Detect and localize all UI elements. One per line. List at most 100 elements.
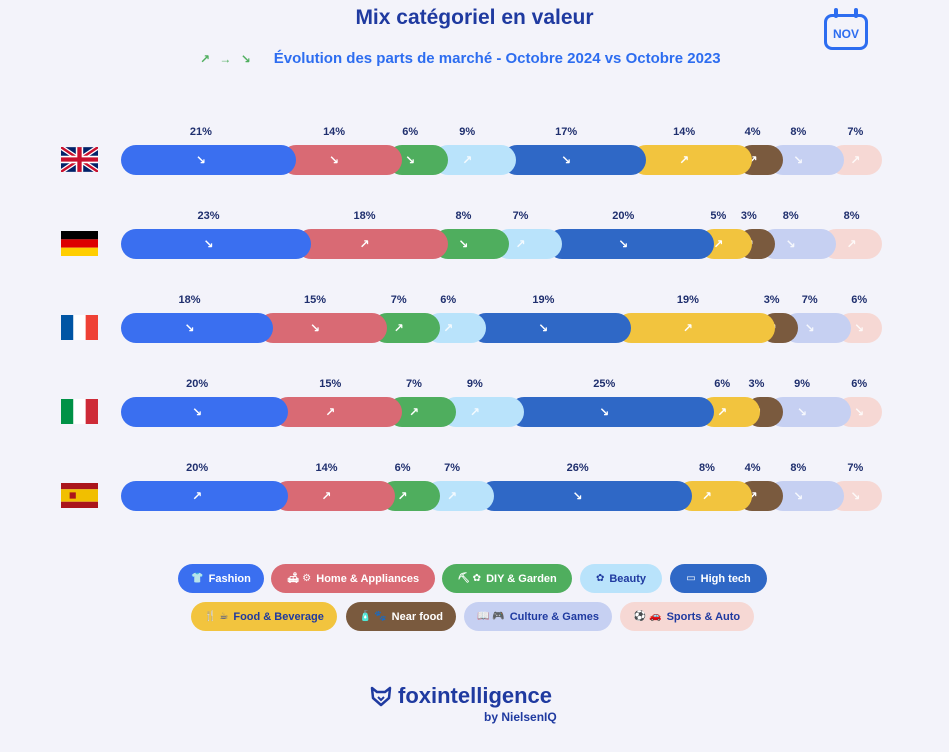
trend-arrow: ↘ bbox=[850, 489, 861, 503]
flag-uk-icon bbox=[61, 147, 98, 172]
data-label: 14% bbox=[323, 126, 346, 138]
data-label: 15% bbox=[319, 378, 342, 390]
chart-subtitle: ↗ → ↘ Évolution des parts de marché - Oc… bbox=[200, 50, 721, 67]
legend-item: 👕 Fashion bbox=[178, 564, 264, 593]
data-label: 3% bbox=[740, 210, 757, 222]
brand-byline: by NielsenIQ bbox=[484, 710, 557, 724]
brand-name: foxintelligence bbox=[398, 683, 553, 708]
bar-segment: ↗ bbox=[296, 229, 448, 259]
trend-arrow: ↘ bbox=[195, 153, 206, 167]
data-label: 6% bbox=[851, 378, 868, 390]
bar-segment: ↘ bbox=[433, 229, 509, 259]
bar-segment: ↘ bbox=[547, 229, 715, 259]
legend-category-icon: ⛏ ✿ bbox=[457, 573, 482, 584]
subtitle-text: Évolution des parts de marché - Octobre … bbox=[273, 50, 721, 67]
legend-item: ▭ High tech bbox=[670, 564, 767, 593]
data-label: 9% bbox=[459, 126, 476, 138]
trend-arrow: ↘ bbox=[854, 405, 865, 419]
data-label: 19% bbox=[676, 294, 699, 306]
trend-arrow: ↗ bbox=[393, 321, 404, 335]
legend-label: Culture & Games bbox=[509, 610, 599, 623]
data-label: 4% bbox=[744, 126, 761, 138]
trend-arrow: ↘ bbox=[785, 237, 796, 251]
trend-arrows-legend: ↗ → ↘ bbox=[200, 51, 254, 66]
data-label: 20% bbox=[612, 210, 635, 222]
data-label: 4% bbox=[744, 462, 761, 474]
legend-item: ⚽ 🚗 Sports & Auto bbox=[620, 602, 754, 631]
bar-segment: ↘ bbox=[121, 313, 273, 343]
trend-arrow: ↘ bbox=[561, 153, 572, 167]
data-label: 8% bbox=[699, 462, 715, 474]
trend-arrow: ↘ bbox=[804, 321, 815, 335]
trend-arrow: ↘ bbox=[797, 405, 808, 419]
data-label: 7% bbox=[444, 462, 460, 474]
legend-item: 🍴 ☕ Food & Beverage bbox=[191, 602, 337, 631]
trend-arrow: ↗ bbox=[325, 405, 336, 419]
trend-arrow: ↘ bbox=[192, 405, 203, 419]
data-label: 7% bbox=[801, 294, 818, 306]
bar-segment: ↘ bbox=[471, 313, 631, 343]
data-label: 14% bbox=[315, 462, 338, 474]
data-label: 5% bbox=[710, 210, 727, 222]
fox-icon bbox=[370, 686, 392, 707]
trend-arrow: ↗ bbox=[846, 237, 857, 251]
trend-arrow: ↗ bbox=[462, 153, 473, 167]
trend-arrow: ↗ bbox=[397, 489, 408, 503]
flag-es-icon bbox=[61, 483, 98, 508]
data-label: 8% bbox=[455, 210, 472, 222]
trend-arrow: ↗ bbox=[747, 489, 758, 503]
flag-de-icon bbox=[61, 231, 98, 256]
legend-label: Near food bbox=[391, 610, 444, 623]
trend-arrow: ↘ bbox=[618, 237, 629, 251]
trend-arrow: ↗ bbox=[443, 321, 454, 335]
trend-arrow: ↘ bbox=[405, 153, 416, 167]
legend-label: Home & Appliances bbox=[316, 572, 420, 585]
bar-row: ↗ ↘ ↗ ↗ ↘ ↗ ↘ ↘ ↘ bbox=[121, 145, 882, 175]
trend-arrow: ↗ bbox=[713, 237, 724, 251]
bar-segment: ↗ bbox=[273, 397, 403, 427]
bar-row: ↗↘↗↗↘↗↘↗↘ bbox=[121, 229, 882, 259]
trend-arrow: ↗ bbox=[192, 489, 203, 503]
data-label: 8% bbox=[790, 126, 807, 138]
data-label: 18% bbox=[353, 210, 376, 222]
bar-segment: ↗ bbox=[630, 145, 753, 175]
data-label: 8% bbox=[843, 210, 860, 222]
trend-arrow: ↘ bbox=[203, 237, 214, 251]
trend-arrow: ↘ bbox=[572, 489, 583, 503]
brand-logo: foxintelligence bbox=[370, 683, 552, 709]
bar-row: ↘↘↗↗↘↗↗↘↘ bbox=[121, 313, 882, 343]
legend-category-icon: 🍴 ☕ bbox=[204, 611, 229, 622]
trend-arrow: ↘ bbox=[184, 321, 195, 335]
legend-label: Sports & Auto bbox=[666, 610, 741, 623]
data-label: 7% bbox=[390, 294, 407, 306]
data-label: 7% bbox=[847, 126, 864, 138]
bar-segment: ↘ bbox=[257, 313, 388, 343]
data-label: 3% bbox=[763, 294, 780, 306]
legend-label: Food & Beverage bbox=[233, 610, 324, 623]
trend-arrow: ↗ bbox=[469, 405, 480, 419]
data-label: 17% bbox=[555, 126, 578, 138]
bar-row: ↘↘↗↗↘↗↗↗↘ bbox=[121, 397, 882, 427]
data-label: 7% bbox=[512, 210, 529, 222]
trend-arrow: ↘ bbox=[854, 321, 865, 335]
legend-category-icon: ▭ bbox=[686, 573, 696, 584]
legend-item: 🧴 🐾 Near food bbox=[346, 602, 456, 631]
data-label: 14% bbox=[673, 126, 696, 138]
legend-label: Fashion bbox=[208, 572, 251, 585]
data-label: 6% bbox=[851, 294, 868, 306]
trend-arrow: ↗ bbox=[717, 405, 728, 419]
trend-arrow: ↗ bbox=[515, 237, 526, 251]
bar-row: ↘ ↘ ↗ ↗ ↘ ↗ ↗ ↗ ↗ bbox=[121, 481, 882, 511]
trend-arrow: ↗ bbox=[446, 489, 458, 503]
legend-item: 🛋 ⚙ Home & Appliances bbox=[271, 564, 435, 593]
data-label: 20% bbox=[186, 378, 209, 390]
trend-arrow: ↗ bbox=[682, 321, 693, 335]
bar-segment: ↘ bbox=[501, 145, 646, 175]
trend-arrow: ↘ bbox=[793, 489, 804, 503]
trend-arrow: ↗ bbox=[408, 405, 419, 419]
legend-label: High tech bbox=[700, 572, 751, 585]
data-label: 8% bbox=[790, 462, 807, 474]
flag-it-icon bbox=[61, 399, 98, 424]
bar-segment: ↘ bbox=[760, 229, 837, 259]
data-label: 25% bbox=[593, 378, 616, 390]
